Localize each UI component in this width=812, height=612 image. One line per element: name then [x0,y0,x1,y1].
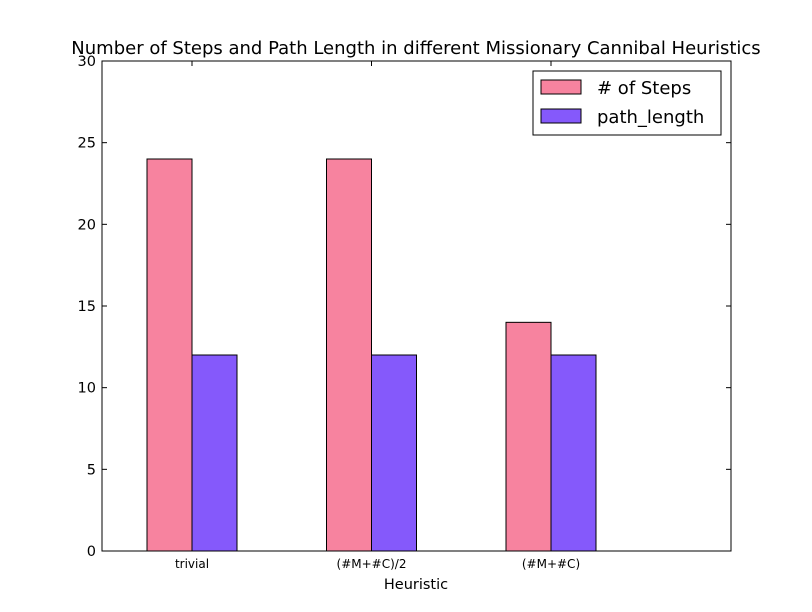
legend-label-path-length: path_length [597,107,704,128]
y-tick-label: 5 [87,462,96,478]
y-tick-label: 25 [78,136,96,152]
legend-label-steps: # of Steps [597,78,691,99]
bar-steps-1 [326,158,372,552]
x-tick-label: (#M+#C)/2 [337,557,407,571]
x-tick-label: (#M+#C) [522,557,580,571]
chart-title: Number of Steps and Path Length in diffe… [71,38,760,59]
bar-steps-0 [146,158,193,552]
x-tick-label: trivial [175,557,209,571]
bar-path-length-1 [371,354,417,552]
x-axis: trivial (#M+#C)/2 (#M+#C) [175,61,580,571]
legend-swatch-path-length [540,108,582,124]
legend: # of Steps path_length [532,70,722,136]
y-tick-label: 15 [78,299,96,315]
y-tick-label: 0 [87,544,96,560]
bars [146,158,597,552]
bar-path-length-2 [550,354,597,552]
y-tick-label: 10 [78,381,96,397]
legend-swatch-steps [540,79,582,95]
x-axis-label: Heuristic [384,577,448,593]
y-tick-label: 20 [78,217,96,233]
y-axis: 0 5 10 15 20 25 30 [78,54,731,560]
y-tick-label: 30 [78,54,96,70]
bar-path-length-0 [191,354,238,552]
bar-steps-2 [505,321,552,552]
